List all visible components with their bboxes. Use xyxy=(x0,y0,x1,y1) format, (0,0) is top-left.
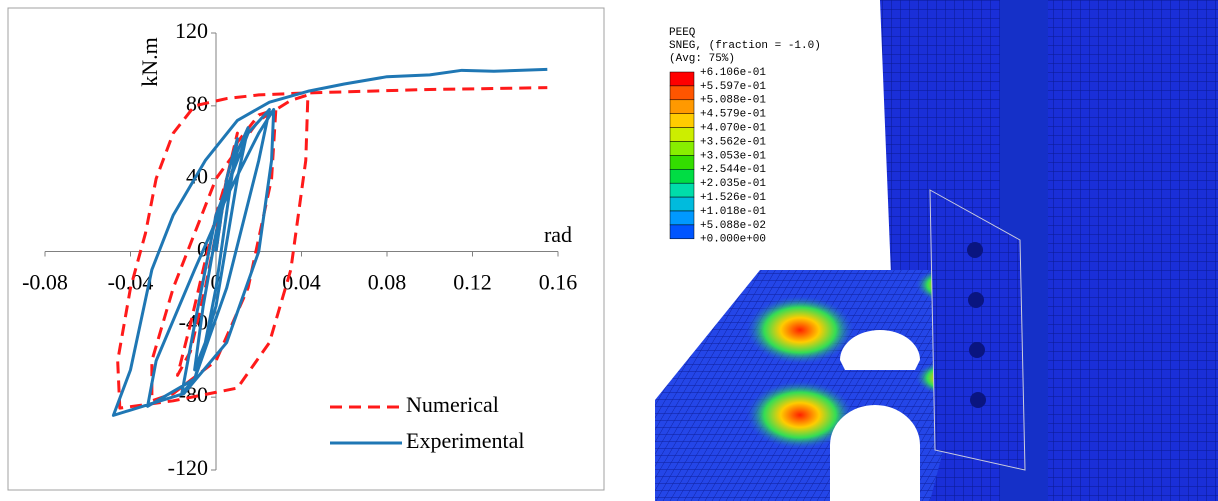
y-axis-label: kN.m xyxy=(137,37,162,87)
contour-level: +5.088e-01 xyxy=(700,95,766,107)
legend-box xyxy=(665,22,853,262)
chart: kN.m rad -0.08 -0.04 0 0.04 0.08 0.12 0.16-120… xyxy=(7,7,605,491)
contour-band xyxy=(669,85,695,101)
contour-band xyxy=(669,224,695,240)
y-tick-label: -120 xyxy=(168,455,208,480)
x-tick-label: 0.16 xyxy=(539,270,578,295)
reduced-section xyxy=(840,330,920,370)
bolts xyxy=(967,242,986,408)
contour-level: +4.579e-01 xyxy=(700,109,766,121)
legend-section: SNEG, (fraction = -1.0) xyxy=(669,40,821,52)
contour-level: +4.070e-01 xyxy=(700,123,766,135)
end-plate xyxy=(929,189,1026,471)
contour-level: +0.000e+00 xyxy=(700,234,766,246)
legend-variable: PEEQ xyxy=(669,27,696,39)
x-tick-label: 0.12 xyxy=(453,270,492,295)
contour-band xyxy=(669,155,695,170)
y-tick-label: 120 xyxy=(175,18,208,43)
contour-band xyxy=(669,141,695,156)
x-axis-label: rad xyxy=(544,222,572,247)
legend-label: Experimental xyxy=(406,428,525,453)
contour-level: +2.544e-01 xyxy=(700,164,766,176)
contour-band xyxy=(669,99,695,114)
legend-label: Numerical xyxy=(406,392,499,417)
contour-level: +1.018e-01 xyxy=(700,206,766,218)
contour-band xyxy=(669,196,695,212)
fe-image: PEEQ SNEG, (fraction = -1.0) (Avg: 75%) … xyxy=(655,0,1218,501)
reduced-section xyxy=(830,405,920,501)
hot-zone xyxy=(745,295,855,365)
contour-level: +5.597e-01 xyxy=(700,81,766,93)
contour-band xyxy=(669,169,695,184)
x-tick-label: -0.08 xyxy=(22,270,68,295)
x-tick-label: 0.08 xyxy=(368,270,407,295)
x-tick-label: 0.04 xyxy=(282,270,321,295)
legend-averaging: (Avg: 75%) xyxy=(669,53,735,65)
contour-band xyxy=(669,127,695,142)
contour-level: +6.106e-01 xyxy=(700,67,766,79)
contour-level: +2.035e-01 xyxy=(700,178,766,190)
contour-band xyxy=(669,182,695,198)
contour-band xyxy=(669,210,695,226)
contour-level: +3.053e-01 xyxy=(700,150,766,162)
contour-band xyxy=(669,71,695,87)
contour-level: +3.562e-01 xyxy=(700,136,766,148)
hot-zone xyxy=(745,380,855,450)
line-series xyxy=(111,67,548,417)
contour-band xyxy=(669,113,695,128)
contour-level: +1.526e-01 xyxy=(700,192,766,204)
contour-level: +5.088e-02 xyxy=(700,220,766,232)
chart-frame xyxy=(7,7,605,491)
